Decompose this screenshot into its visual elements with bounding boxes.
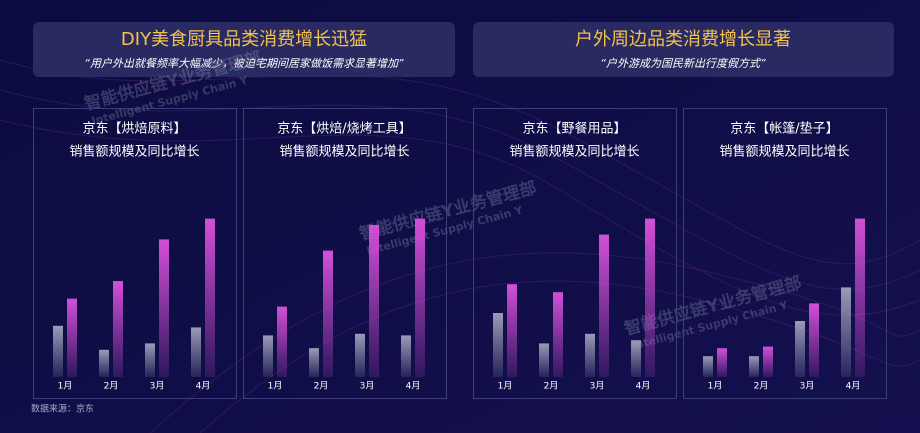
x-tick-label: 2月	[314, 381, 329, 392]
bar	[763, 346, 773, 377]
header-box	[473, 22, 894, 77]
bar	[113, 281, 123, 377]
bar	[841, 287, 851, 377]
source: 数据来源：京东	[31, 403, 94, 415]
bar	[53, 325, 63, 377]
chart-title: 京东【烘焙/烧烤工具】	[277, 122, 411, 137]
bar	[599, 234, 609, 377]
section-subtitle: “户外游成为国民新出行度假方式”	[600, 57, 766, 70]
bar	[159, 239, 169, 377]
section-title: 户外周边品类消费增长显著	[575, 29, 791, 50]
bar	[145, 343, 155, 377]
x-tick-label: 4月	[636, 381, 651, 392]
bar	[749, 356, 759, 377]
x-tick-label: 4月	[196, 381, 211, 392]
x-tick-label: 1月	[268, 381, 283, 392]
bar	[191, 327, 201, 377]
x-tick-label: 4月	[406, 381, 421, 392]
bar	[277, 306, 287, 377]
x-tick-label: 2月	[754, 381, 769, 392]
x-tick-label: 3月	[360, 381, 375, 392]
bar	[99, 349, 109, 377]
section-subtitle: “用户外出就餐频率大幅减少，被迫宅期间居家做饭需求显著增加”	[84, 57, 404, 70]
x-tick-label: 1月	[498, 381, 513, 392]
bar	[355, 333, 365, 377]
bar	[553, 292, 563, 377]
chart-panel	[683, 108, 887, 399]
x-tick-label: 2月	[544, 381, 559, 392]
header-box	[33, 22, 455, 77]
chart-subtitle: 销售额规模及同比增长	[719, 144, 849, 160]
bar	[415, 218, 425, 377]
header-left: DIY美食厨具品类消费增长迅猛 “用户外出就餐频率大幅减少，被迫宅期间居家做饭需…	[33, 22, 455, 77]
chart-panel	[473, 108, 677, 399]
bar	[67, 298, 77, 377]
bar	[323, 250, 333, 377]
x-tick-label: 3月	[590, 381, 605, 392]
bar	[401, 335, 411, 377]
chart-subtitle: 销售额规模及同比增长	[509, 144, 639, 160]
bar	[855, 218, 865, 377]
bar	[205, 218, 215, 377]
bar	[717, 348, 727, 377]
bar	[795, 321, 805, 377]
chart-title: 京东【帐篷/垫子】	[730, 121, 838, 137]
x-tick-label: 1月	[708, 381, 723, 392]
chart-title: 京东【野餐用品】	[522, 121, 626, 137]
bar	[809, 303, 819, 377]
chart-title: 京东【烘焙原料】	[82, 122, 186, 137]
bar	[585, 333, 595, 377]
chart-subtitle: 销售额规模及同比增长	[279, 144, 409, 160]
x-tick-label: 3月	[150, 381, 165, 392]
bar	[507, 284, 517, 377]
x-tick-label: 4月	[846, 381, 861, 392]
bar	[493, 313, 503, 377]
bar	[703, 356, 713, 377]
bar	[309, 348, 319, 377]
x-tick-label: 1月	[58, 381, 73, 392]
chart-panel	[243, 108, 447, 399]
header-right: 户外周边品类消费增长显著 “户外游成为国民新出行度假方式”	[473, 22, 894, 77]
bar	[369, 225, 379, 377]
bar	[263, 335, 273, 377]
section-title: DIY美食厨具品类消费增长迅猛	[121, 29, 367, 50]
bar	[645, 218, 655, 377]
bar	[539, 343, 549, 377]
bar	[631, 340, 641, 377]
chart-panel	[33, 108, 237, 399]
chart-subtitle: 销售额规模及同比增长	[69, 144, 199, 160]
x-tick-label: 2月	[104, 381, 119, 392]
x-tick-label: 3月	[800, 381, 815, 392]
